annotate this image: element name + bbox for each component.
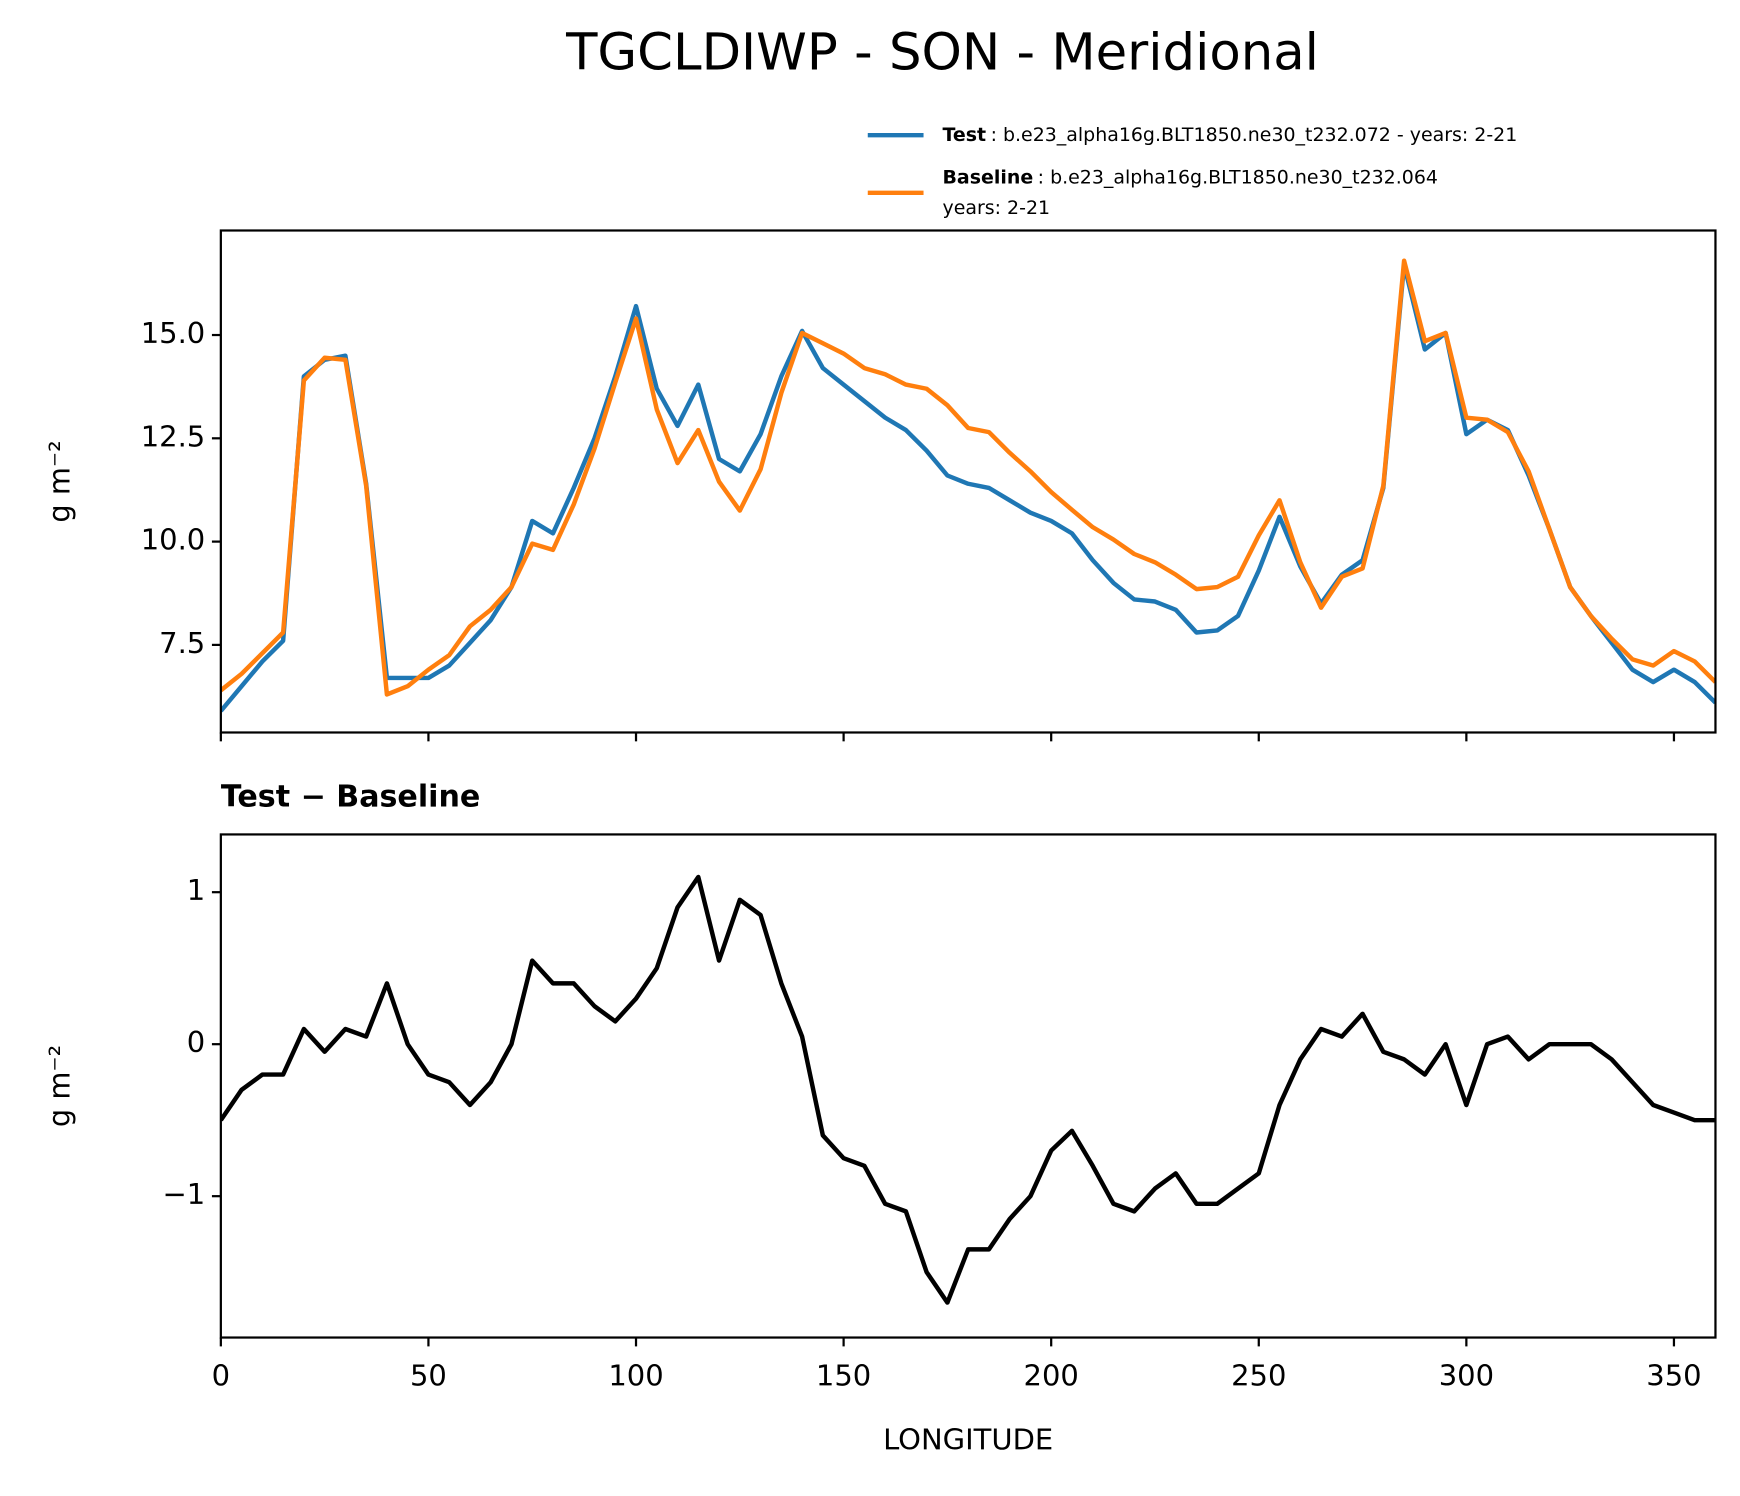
y-tick-label: 15.0 (141, 316, 206, 350)
y-tick-label: 0 (187, 1025, 205, 1059)
y-axis-label: g m⁻² (42, 440, 76, 522)
x-tick-label: 50 (410, 1358, 447, 1392)
legend-name: Baseline (943, 166, 1034, 188)
x-tick-label: 300 (1439, 1358, 1494, 1392)
y-axis-label: g m⁻² (42, 1045, 76, 1127)
legend-entry: Test: b.e23_alpha16g.BLT1850.ne30_t232.0… (943, 124, 1518, 146)
legend-detail: : b.e23_alpha16g.BLT1850.ne30_t232.072 -… (991, 124, 1518, 146)
legend-name: Test (943, 124, 987, 146)
x-tick-label: 250 (1231, 1358, 1286, 1392)
y-tick-label: 1 (187, 873, 205, 907)
subplot-title: Test − Baseline (221, 779, 480, 814)
x-tick-label: 350 (1646, 1358, 1701, 1392)
y-tick-label: 10.0 (141, 523, 206, 557)
data-line (220, 262, 1716, 713)
legend-entry: Baseline: b.e23_alpha16g.BLT1850.ne30_t2… (943, 166, 1438, 188)
x-tick-label: 150 (816, 1358, 871, 1392)
y-tick-label: 12.5 (141, 419, 206, 453)
axes-frame (219, 229, 1717, 734)
legend-detail: : b.e23_alpha16g.BLT1850.ne30_t232.064 (1038, 166, 1438, 188)
x-tick-label: 100 (608, 1358, 663, 1392)
figure-title: TGCLDIWP - SON - Meridional (565, 24, 1319, 83)
legend-detail: years: 2-21 (943, 197, 1051, 219)
y-tick-label: −1 (162, 1177, 205, 1211)
data-line (220, 258, 1716, 697)
axes-frame (219, 833, 1717, 1339)
y-tick-label: 7.5 (159, 626, 205, 660)
x-tick-label: 0 (212, 1358, 230, 1392)
data-line (220, 874, 1716, 1305)
x-axis-label: LONGITUDE (883, 1423, 1053, 1457)
x-tick-label: 200 (1024, 1358, 1079, 1392)
